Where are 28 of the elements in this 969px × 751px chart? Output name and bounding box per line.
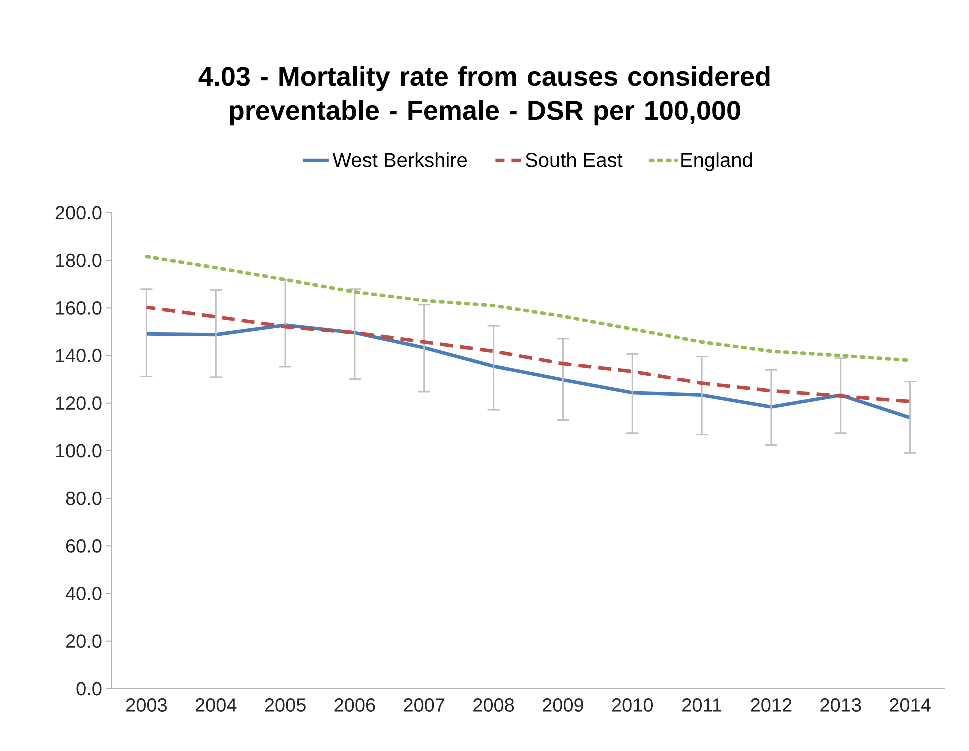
x-tick-label: 2013: [820, 698, 862, 712]
legend-label: England: [682, 152, 752, 172]
y-tick-label: 100.0: [56, 444, 102, 458]
x-tick-label: 2005: [265, 698, 306, 712]
x-tick-label: 2004: [196, 698, 237, 712]
x-tick-label: 2014: [890, 698, 931, 712]
x-tick-label: 2011: [682, 698, 722, 712]
x-tick-label: 2009: [543, 698, 584, 712]
x-tick-label: 2006: [334, 698, 376, 712]
y-tick-label: 200.0: [56, 206, 102, 220]
y-tick-label: 180.0: [56, 254, 102, 268]
y-tick-label: 80.0: [66, 492, 102, 506]
y-tick-label: 120.0: [56, 396, 102, 410]
legend-label: West Berkshire: [332, 152, 468, 168]
line-series: [144, 306, 912, 404]
chart-title: 4.03 - Mortality rate from causes considered preventable - Female - DSR per 100,000: [198, 66, 770, 126]
y-tick-label: 40.0: [66, 587, 102, 601]
x-tick-label: 2008: [474, 698, 514, 712]
legend-label: South East: [526, 152, 623, 168]
y-tick-label: 0.0: [76, 682, 102, 696]
y-tick-label: 60.0: [66, 539, 102, 553]
y-tick-label: 140.0: [56, 349, 102, 363]
y-tick-label: 160.0: [56, 301, 102, 315]
x-tick-label: 2003: [126, 698, 167, 712]
x-tick-label: 2010: [612, 698, 654, 712]
x-tick-label: 2012: [751, 698, 792, 712]
y-tick-label: 20.0: [66, 634, 102, 648]
x-tick-label: 2007: [404, 698, 445, 712]
